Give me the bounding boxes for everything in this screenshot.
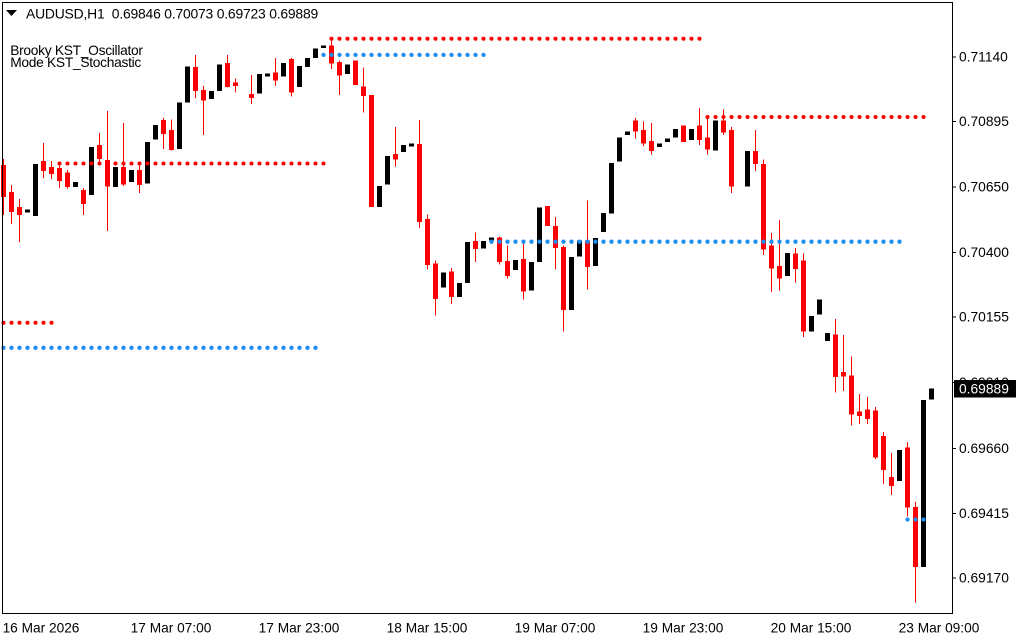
svg-text:19 Mar 23:00: 19 Mar 23:00: [643, 621, 724, 636]
svg-text:0.69415: 0.69415: [959, 506, 1009, 521]
svg-text:Mode KST_Stochastic: Mode KST_Stochastic: [10, 55, 141, 70]
svg-text:0.71140: 0.71140: [959, 50, 1008, 65]
svg-text:20 Mar 15:00: 20 Mar 15:00: [771, 621, 852, 636]
svg-text:0.69889: 0.69889: [959, 382, 1009, 397]
svg-text:0.69170: 0.69170: [959, 571, 1009, 586]
svg-text:0.70650: 0.70650: [959, 180, 1009, 195]
svg-text:AUDUSD,H1 0.69846 0.70073 0.6: AUDUSD,H1 0.69846 0.70073 0.69723 0.6988…: [26, 6, 318, 22]
svg-text:18 Mar 15:00: 18 Mar 15:00: [387, 621, 468, 636]
svg-text:19 Mar 07:00: 19 Mar 07:00: [515, 621, 596, 636]
svg-text:0.70400: 0.70400: [959, 245, 1009, 260]
svg-text:0.70155: 0.70155: [959, 310, 1009, 325]
svg-text:17 Mar 23:00: 17 Mar 23:00: [259, 621, 340, 636]
svg-text:16 Mar 2026: 16 Mar 2026: [3, 621, 80, 636]
svg-text:0.69660: 0.69660: [959, 441, 1009, 456]
svg-text:23 Mar 09:00: 23 Mar 09:00: [899, 621, 980, 636]
svg-text:17 Mar 07:00: 17 Mar 07:00: [131, 621, 212, 636]
svg-text:0.70895: 0.70895: [959, 114, 1009, 129]
svg-text:Brooky KST_Oscillator: Brooky KST_Oscillator: [10, 43, 143, 58]
